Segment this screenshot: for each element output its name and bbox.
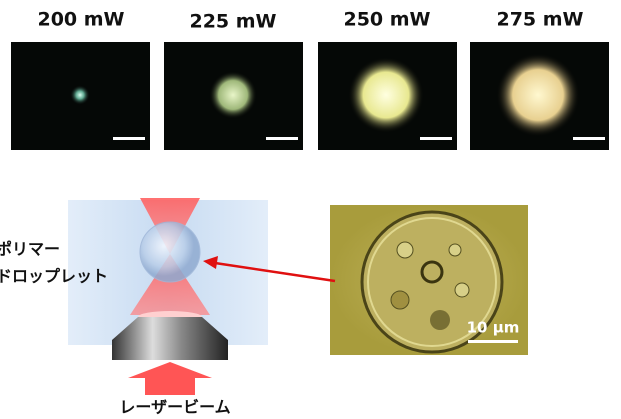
beam-label: レーザービーム — [119, 398, 230, 417]
panel-label: 275 mW — [496, 9, 583, 31]
micrograph — [330, 205, 528, 355]
setup-schematic — [68, 198, 268, 395]
arrow-head — [203, 256, 218, 269]
panel: 200 mW — [11, 9, 150, 150]
arrow — [214, 261, 336, 283]
panel-label: 225 mW — [189, 11, 276, 33]
panel-label: 200 mW — [37, 9, 124, 31]
droplet-label: ドロップレット — [0, 267, 108, 286]
panel: 225 mW — [164, 11, 303, 150]
panel: 275 mW — [470, 9, 609, 150]
droplet-label: ポリマー — [0, 240, 60, 259]
panel: 250 mW — [318, 9, 457, 150]
scale-label: 10 μm — [467, 319, 520, 337]
panel-label: 250 mW — [343, 9, 430, 31]
